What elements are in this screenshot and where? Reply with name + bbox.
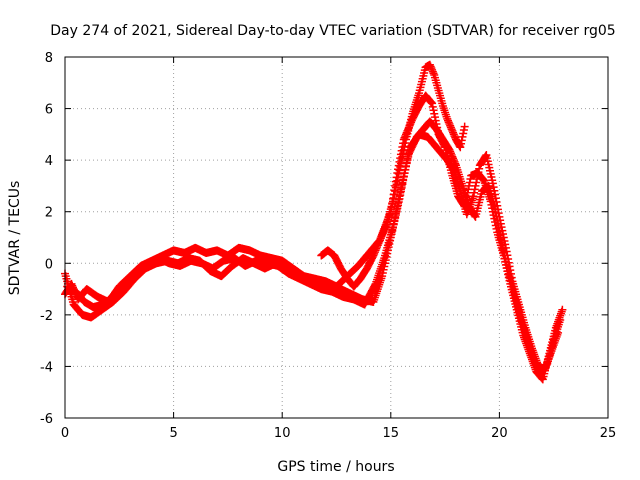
x-tick-label: 0 — [61, 426, 69, 441]
x-tick-label: 25 — [600, 426, 617, 441]
x-tick-label: 15 — [383, 426, 400, 441]
data-point — [556, 316, 565, 325]
x-tick-label: 20 — [491, 426, 508, 441]
axis-ticks: 0 5 10 15 20 25 -6 -4 -2 0 2 4 6 8 — [40, 51, 616, 441]
x-tick-label: 5 — [169, 426, 177, 441]
y-tick-label: 4 — [45, 154, 53, 169]
y-tick-label: 6 — [45, 103, 53, 118]
data-point — [558, 305, 567, 314]
grid-lines — [65, 57, 608, 418]
y-tick-label: 8 — [45, 51, 53, 66]
plot-frame — [64, 56, 609, 419]
y-tick-label: -4 — [40, 360, 53, 375]
x-tick-label: 10 — [274, 426, 291, 441]
y-tick-label: -6 — [40, 412, 53, 427]
chart-title: Day 274 of 2021, Sidereal Day-to-day VTE… — [50, 23, 615, 39]
data-points — [61, 60, 567, 384]
y-axis-label: SDTVAR / TECUs — [7, 181, 23, 296]
data-point — [554, 328, 563, 337]
series-track-c — [63, 130, 563, 374]
y-tick-label: 2 — [45, 206, 53, 221]
series-track-a — [61, 91, 567, 384]
data-point — [460, 122, 469, 131]
y-tick-label: -2 — [40, 309, 53, 324]
y-tick-label: 0 — [45, 257, 53, 272]
series-track-d — [317, 60, 469, 291]
x-axis-label: GPS time / hours — [277, 459, 394, 475]
